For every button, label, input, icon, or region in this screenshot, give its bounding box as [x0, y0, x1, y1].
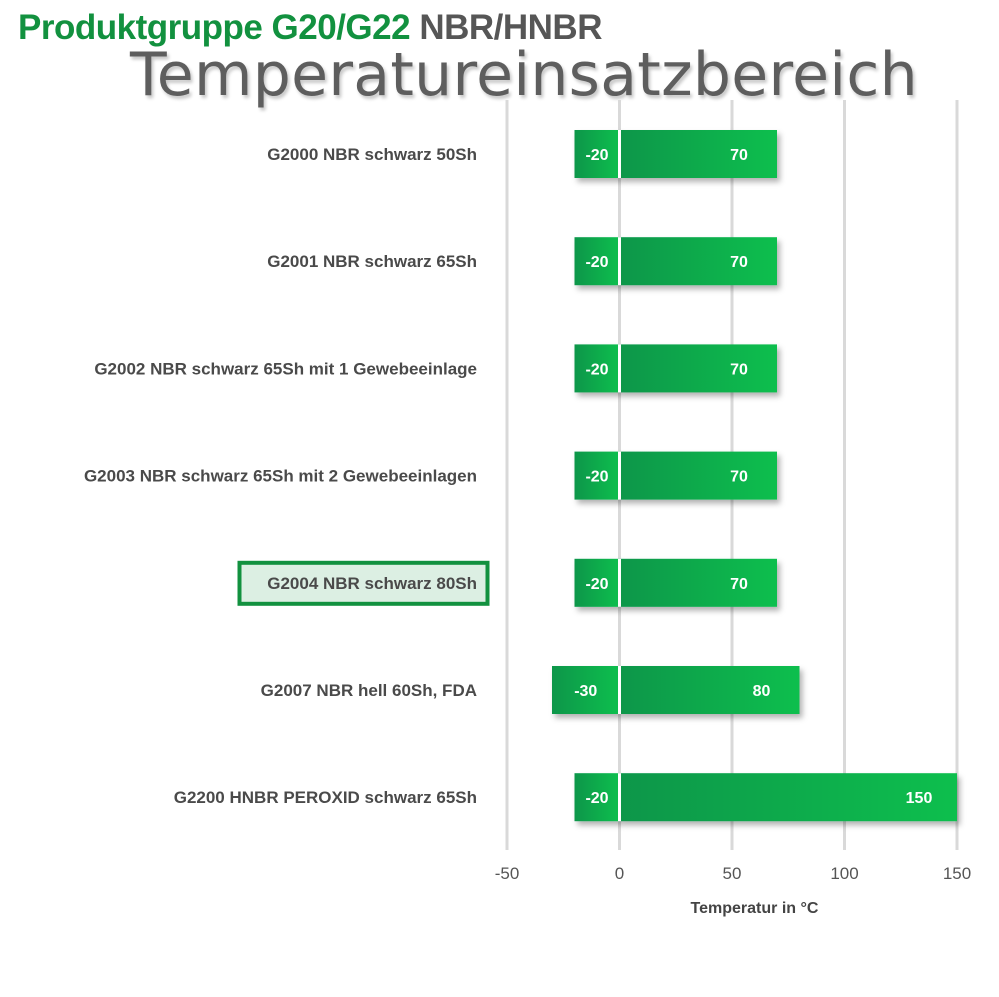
category-label: G2001 NBR schwarz 65Sh — [267, 252, 477, 271]
data-label-max: 150 — [906, 790, 933, 807]
bar-row: -20 70 — [574, 558, 777, 607]
bar-min-segment — [552, 666, 620, 714]
bar-min-segment — [574, 344, 620, 393]
bar-row: -20 70 — [574, 451, 777, 500]
x-tick-label: 50 — [723, 864, 742, 883]
data-label-max: 70 — [730, 147, 748, 164]
category-label: G2003 NBR schwarz 65Sh mit 2 Gewebeeinla… — [84, 467, 477, 486]
data-label-min: -30 — [574, 683, 597, 700]
data-label-min: -20 — [585, 147, 608, 164]
data-label-min: -20 — [585, 254, 608, 271]
bar-row: -20 150 — [574, 773, 957, 822]
bar-min-segment — [574, 558, 620, 607]
data-label-max: 70 — [730, 469, 748, 486]
x-tick-label: -50 — [495, 864, 520, 883]
data-label-min: -20 — [585, 576, 608, 593]
bars: -20 70 -20 70 -20 70 -20 70 -20 70 -30 80 -20 150 — [552, 130, 957, 822]
data-label-min: -20 — [585, 469, 608, 486]
data-label-max: 70 — [730, 254, 748, 271]
category-label: G2004 NBR schwarz 80Sh — [267, 574, 477, 593]
bar-min-segment — [574, 130, 620, 178]
x-axis-ticks: -50 0 50 100 150 — [495, 864, 971, 883]
category-label: G2000 NBR schwarz 50Sh — [267, 145, 477, 164]
product-group-label: Produktgruppe G20/G22 — [18, 8, 411, 47]
category-labels: G2000 NBR schwarz 50Sh G2001 NBR schwarz … — [84, 145, 490, 807]
bar-row: -30 80 — [552, 666, 800, 714]
x-tick-label: 0 — [615, 864, 624, 883]
bar-row: -20 70 — [574, 130, 777, 178]
bar-max-segment — [619, 344, 777, 393]
x-tick-label: 150 — [943, 864, 971, 883]
product-group-heading: Produktgruppe G20/G22 NBR/HNBR — [18, 8, 602, 48]
bar-row: -20 70 — [574, 344, 777, 393]
bar-max-segment — [619, 773, 957, 822]
bar-max-segment — [619, 666, 800, 714]
data-label-min: -20 — [585, 361, 608, 378]
category-label: G2200 HNBR PEROXID schwarz 65Sh — [174, 788, 477, 807]
data-label-max: 70 — [730, 361, 748, 378]
data-label-max: 70 — [730, 576, 748, 593]
data-label-max: 80 — [753, 683, 771, 700]
x-axis-title: Temperatur in °C — [691, 900, 819, 917]
bar-max-segment — [619, 558, 777, 607]
category-label: G2007 NBR hell 60Sh, FDA — [261, 681, 477, 700]
bar-max-segment — [619, 130, 777, 178]
bar-row: -20 70 — [574, 237, 777, 286]
highlight-frame — [237, 560, 490, 606]
chart-title: Temperatureinsatzbereich — [130, 40, 918, 110]
bar-min-segment — [574, 237, 620, 286]
bar-min-segment — [574, 773, 620, 822]
x-tick-label: 100 — [830, 864, 858, 883]
data-label-min: -20 — [585, 790, 608, 807]
material-label: NBR/HNBR — [419, 8, 602, 47]
bar-max-segment — [619, 451, 777, 500]
category-label: G2002 NBR schwarz 65Sh mit 1 Gewebeeinla… — [94, 359, 477, 378]
bar-min-segment — [574, 451, 620, 500]
gridlines — [505, 100, 959, 850]
bar-max-segment — [619, 237, 777, 286]
